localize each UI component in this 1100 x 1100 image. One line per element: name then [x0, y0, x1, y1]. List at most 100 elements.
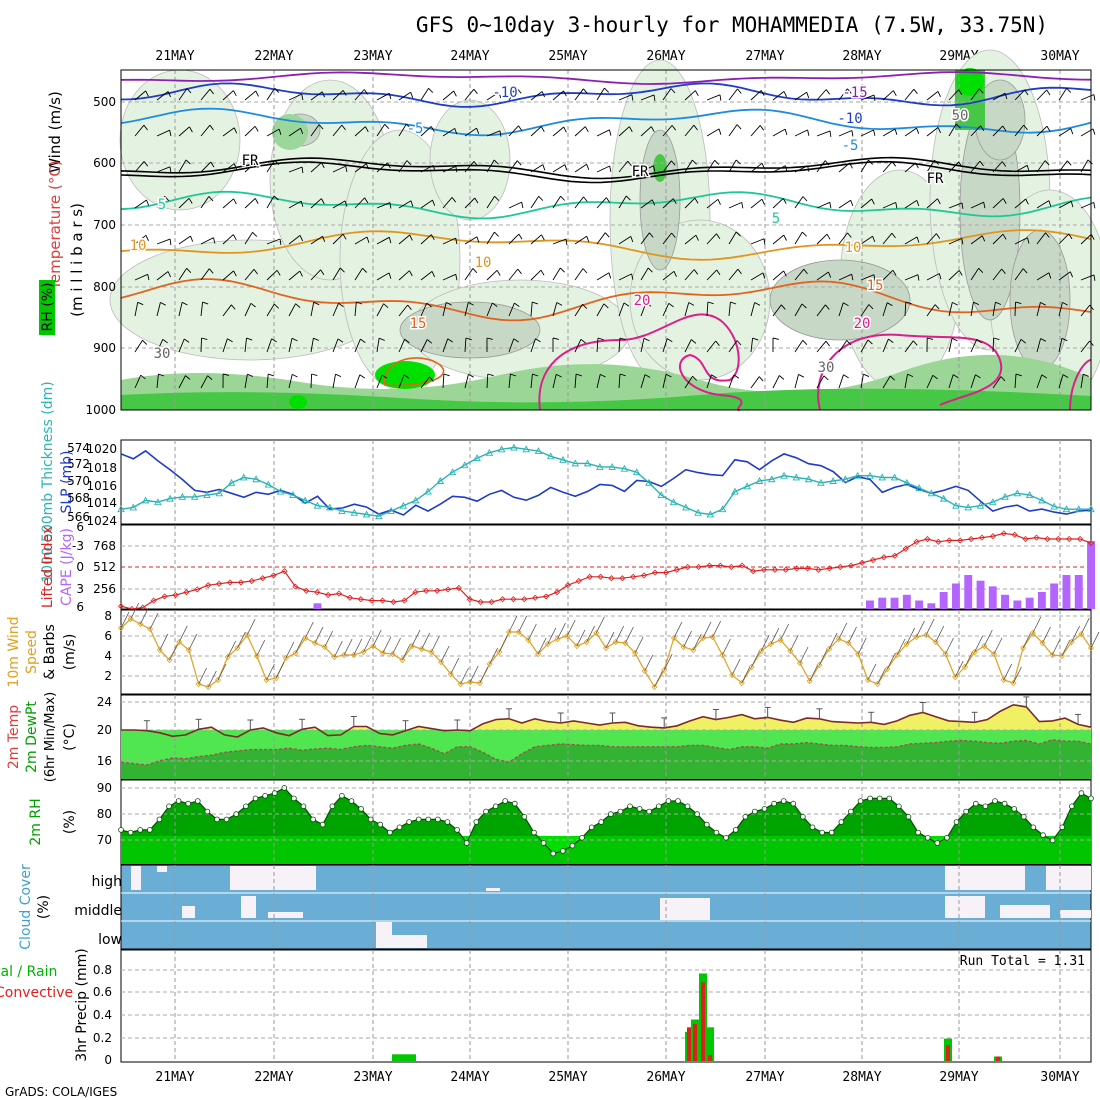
- wind-barb-flag: [961, 238, 964, 245]
- wind-barb-flag: [670, 88, 676, 94]
- wind-barb-flag: [604, 87, 610, 93]
- wind-barb-flag: [532, 373, 539, 377]
- wind10-marker: [408, 642, 416, 650]
- li-marker: [782, 566, 789, 573]
- wind-barb-flag: [202, 301, 209, 305]
- rh2m-marker: [684, 803, 691, 810]
- li-marker: [401, 597, 408, 604]
- wind10-barb: [557, 622, 566, 640]
- wind-barb-flag: [254, 126, 259, 132]
- thickness-marker: [731, 487, 739, 495]
- wind-barb-flag: [473, 88, 478, 95]
- wind-barb-flag: [825, 304, 830, 310]
- rh-band-overlay: [121, 836, 1091, 864]
- day-label-top: 23MAY: [353, 49, 392, 64]
- wind-barb-flag: [137, 301, 144, 306]
- wind-barb: [398, 339, 406, 353]
- wind10-barb: [576, 629, 586, 647]
- cloud-block: [376, 922, 392, 948]
- wind10-marker: [845, 639, 852, 647]
- rh-core: [289, 395, 307, 409]
- wind-barb-flag: [540, 126, 545, 133]
- wind10-marker: [593, 629, 600, 637]
- wind10-barb: [508, 615, 518, 633]
- wind-barb: [684, 339, 692, 353]
- wind-barb: [310, 162, 322, 173]
- wind-barb-flag: [1015, 373, 1022, 377]
- wind-barb: [706, 301, 709, 317]
- wind10-barb: [692, 633, 702, 651]
- wind-barb: [662, 232, 672, 245]
- rh2m-marker: [329, 803, 336, 810]
- wind-barb-flag: [1062, 374, 1069, 378]
- wind-barb: [1058, 338, 1063, 353]
- wind-barb-flag: [473, 161, 479, 167]
- li-marker: [750, 568, 757, 575]
- wind-barb: [816, 375, 825, 389]
- wind-barb-flag: [541, 91, 546, 98]
- wind-barb-flag: [847, 88, 852, 94]
- rh-surface-band-dark: [121, 388, 1091, 410]
- li-marker: [728, 563, 735, 571]
- wind-barb-flag: [631, 273, 634, 280]
- cape-bar: [313, 603, 322, 609]
- wind10-marker: [903, 640, 910, 648]
- wind-barb-flag: [183, 338, 190, 343]
- wind-barb: [926, 304, 936, 317]
- wind-barb: [376, 272, 390, 281]
- wind-barb-flag: [913, 88, 918, 95]
- wind-barb-flag: [894, 128, 898, 135]
- thickness-marker: [215, 489, 223, 497]
- wind-barb-flag: [472, 268, 478, 274]
- wind-barb-flag: [164, 195, 170, 202]
- wind-barb-flag: [629, 126, 633, 133]
- wind-barb-flag: [952, 374, 959, 379]
- li-marker: [913, 538, 920, 545]
- wind10-marker: [486, 660, 493, 668]
- wind-barb: [684, 159, 693, 173]
- li-marker: [553, 589, 561, 596]
- cloud-block: [1000, 905, 1050, 918]
- wind-barb: [530, 269, 542, 281]
- wind-barb: [948, 302, 953, 317]
- wind-barb: [926, 233, 937, 245]
- wind10-marker: [796, 659, 804, 667]
- wind-barb: [1014, 268, 1024, 281]
- temp2m-ticks: 24 20 16: [97, 695, 112, 768]
- wind-barb: [442, 165, 456, 173]
- top-day-labels: 21MAY 22MAY 23MAY 24MAY 25MAY 26MAY 27MAY 28MAY…: [155, 49, 1079, 64]
- wind-barb-flag: [608, 272, 612, 279]
- wind10-marker: [447, 670, 454, 678]
- wind-barb: [596, 165, 610, 173]
- li-marker: [597, 573, 604, 580]
- rh-shade-mid: [1009, 229, 1071, 371]
- wind-barb: [574, 304, 583, 317]
- li-marker: [455, 584, 462, 592]
- wind10-marker: [632, 649, 639, 657]
- thickness-marker: [559, 455, 567, 463]
- rh2m-marker: [732, 827, 739, 833]
- li-marker: [325, 591, 332, 599]
- wind-barb-flag: [843, 374, 849, 379]
- wind10-barb: [537, 637, 547, 655]
- wind10-barb: [896, 638, 906, 656]
- cloud-block: [1060, 910, 1091, 918]
- wind-barb-flag: [631, 94, 634, 101]
- wind-barb: [860, 159, 869, 173]
- rh2m-marker: [502, 798, 509, 804]
- wind-barb: [596, 87, 605, 101]
- wind-barb-flag: [313, 337, 320, 341]
- wind-barb-flag: [958, 89, 963, 96]
- upper-air-panel: -10 -15 -10 -5 -5 FR FR FR 5 5 10 10 10 15 15 20 20 30 30 5…: [39, 49, 1100, 417]
- wind10-marker: [156, 646, 163, 654]
- rh2m-marker: [175, 798, 182, 804]
- rh2m-marker: [435, 816, 441, 823]
- wind-barb: [398, 304, 409, 317]
- li-marker: [150, 597, 157, 604]
- wind-barb: [178, 88, 188, 101]
- wind-barb: [904, 200, 918, 209]
- wind-barb-flag: [388, 93, 392, 100]
- wind-barb: [354, 89, 365, 101]
- wind-barb: [1058, 200, 1072, 209]
